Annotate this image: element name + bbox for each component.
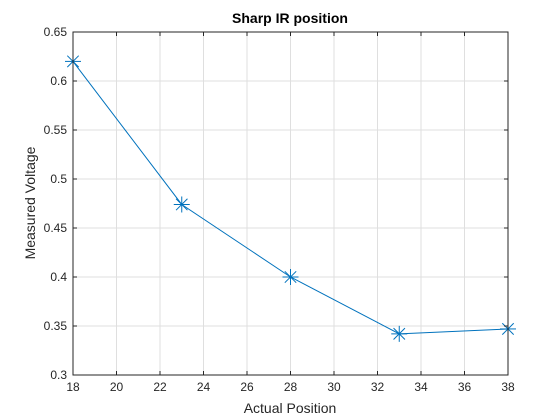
data-point-marker xyxy=(173,196,190,213)
x-tick-labels: 18 20 22 24 26 28 30 32 34 36 38 xyxy=(66,380,515,394)
ticks xyxy=(72,31,509,376)
y-tick-label: 0.65 xyxy=(44,25,68,39)
y-tick-labels: 0.3 0.35 0.4 0.45 0.5 0.55 0.6 0.65 xyxy=(44,25,68,382)
y-tick-label: 0.45 xyxy=(44,221,68,235)
y-axis-label: Measured Voltage xyxy=(22,146,38,259)
x-tick-label: 22 xyxy=(153,380,167,394)
y-tick-label: 0.4 xyxy=(50,270,67,284)
x-tick-label: 30 xyxy=(327,380,341,394)
x-tick-label: 36 xyxy=(458,380,472,394)
x-tick-label: 18 xyxy=(66,380,80,394)
x-tick-label: 28 xyxy=(284,380,298,394)
x-tick-label: 20 xyxy=(110,380,124,394)
x-tick-label: 32 xyxy=(371,380,385,394)
chart-title: Sharp IR position xyxy=(232,10,348,26)
y-tick-label: 0.5 xyxy=(50,172,67,186)
y-tick-label: 0.35 xyxy=(44,319,68,333)
y-tick-label: 0.3 xyxy=(50,368,67,382)
x-tick-label: 38 xyxy=(501,380,515,394)
data-point-marker xyxy=(282,269,299,285)
x-tick-label: 26 xyxy=(240,380,254,394)
x-tick-label: 34 xyxy=(414,380,428,394)
x-tick-label: 24 xyxy=(197,380,211,394)
y-tick-label: 0.55 xyxy=(44,123,68,137)
x-axis-label: Actual Position xyxy=(244,400,337,416)
data-point-marker xyxy=(391,325,408,342)
y-tick-label: 0.6 xyxy=(50,74,67,88)
